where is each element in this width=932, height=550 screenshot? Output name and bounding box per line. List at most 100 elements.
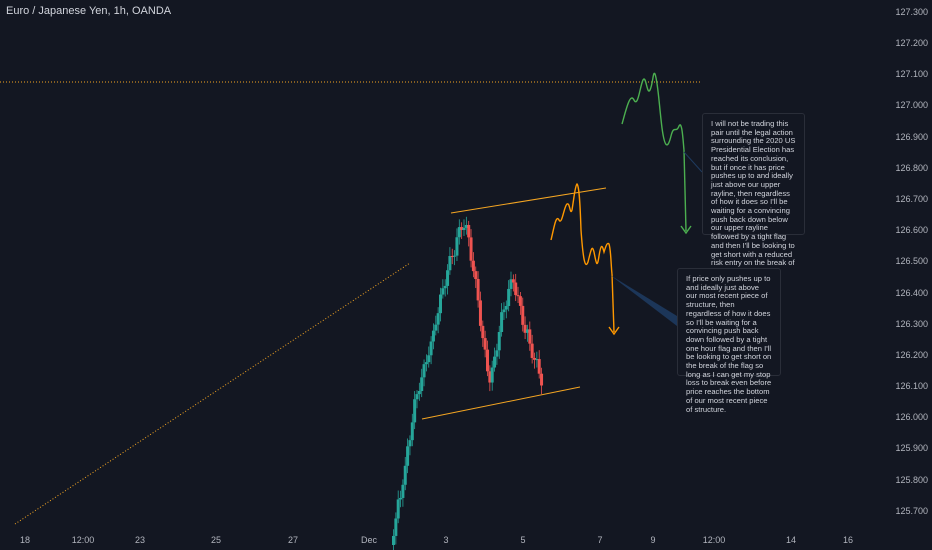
bullish-projection-path[interactable]: [621, 72, 685, 151]
bearish-projection-path[interactable]: [550, 183, 613, 275]
price-tick-label: 126.800: [895, 163, 928, 173]
long-trendline[interactable]: [14, 262, 411, 525]
candle-body: [441, 288, 445, 295]
bullish-arrowhead-icon: [680, 225, 692, 235]
candle-body: [471, 260, 475, 272]
price-tick-label: 126.700: [895, 194, 928, 204]
time-tick-label: 25: [210, 535, 222, 545]
candle-body: [495, 350, 499, 357]
price-tick-label: 126.300: [895, 319, 928, 329]
candle-body: [483, 338, 487, 350]
candlestick-series: [392, 216, 544, 550]
candle-body: [422, 364, 426, 378]
candle-body: [429, 341, 433, 356]
candle-body: [521, 305, 525, 325]
candle-body: [410, 422, 414, 441]
candle-body: [424, 362, 428, 365]
time-tick-label: 16: [842, 535, 854, 545]
price-tick-label: 126.600: [895, 225, 928, 235]
price-tick-label: 125.900: [895, 443, 928, 453]
candle-body: [488, 371, 492, 383]
upper-rayline[interactable]: [450, 187, 607, 214]
price-tick-label: 127.300: [895, 7, 928, 17]
candle-body: [460, 227, 464, 231]
price-tick-label: 126.400: [895, 288, 928, 298]
price-tick-label: 126.100: [895, 381, 928, 391]
price-tick-label: 125.800: [895, 475, 928, 485]
candle-body: [500, 312, 504, 332]
candle-body: [413, 399, 417, 423]
time-tick-label: 5: [520, 535, 526, 545]
candle-body: [448, 256, 452, 271]
candle-body: [486, 349, 489, 372]
candle-body: [453, 255, 457, 257]
candle-body: [396, 499, 400, 519]
lower-rayline[interactable]: [421, 386, 581, 420]
price-tick-label: 125.700: [895, 506, 928, 516]
candle-body: [467, 224, 471, 238]
time-tick-label: 12:00: [71, 535, 95, 545]
candle-body: [469, 237, 473, 261]
time-tick-label: 18: [19, 535, 31, 545]
note2-callout-pointer: [610, 275, 677, 326]
time-tick-label: 7: [597, 535, 603, 545]
candle-body: [446, 270, 450, 286]
candle-body: [481, 325, 485, 339]
price-tick-label: 127.000: [895, 100, 928, 110]
candle-body: [392, 535, 395, 545]
candle-body: [507, 288, 511, 306]
time-tick-label: 3: [443, 535, 449, 545]
time-tick-label: 23: [134, 535, 146, 545]
candle-body: [474, 271, 478, 280]
candle-body: [504, 305, 508, 310]
candle-body: [420, 377, 424, 391]
candle-body: [525, 329, 529, 333]
candle-body: [403, 465, 407, 485]
candle-body: [408, 440, 412, 447]
candle-body: [439, 294, 442, 314]
candle-body: [417, 390, 421, 395]
bullish-projection-drop[interactable]: [683, 149, 687, 232]
symbol-title: Euro / Japanese Yen, 1h, OANDA: [6, 5, 172, 17]
candle-body: [434, 324, 438, 331]
candle-body: [443, 285, 447, 289]
candle-body: [511, 279, 515, 283]
time-tick-label: 12:00: [702, 535, 726, 545]
bearish-arrowhead-icon: [608, 326, 620, 336]
time-tick-label: Dec: [360, 535, 378, 545]
candle-body: [478, 300, 482, 326]
candle-body: [436, 313, 440, 325]
candle-body: [530, 343, 534, 358]
price-tick-label: 126.200: [895, 350, 928, 360]
candle-body: [462, 227, 466, 231]
candle-body: [457, 227, 461, 238]
candle-body: [431, 330, 435, 342]
candle-body: [509, 279, 513, 289]
candle-body: [540, 373, 544, 386]
price-tick-label: 127.200: [895, 38, 928, 48]
candle-body: [406, 446, 410, 466]
note1-callout-line: [683, 151, 703, 173]
annotation-note-lower[interactable]: If price only pushes up to and ideally j…: [677, 268, 781, 413]
candle-body: [537, 359, 541, 374]
candle-body: [533, 357, 536, 360]
annotation-note-upper[interactable]: I will not be trading this pair until th…: [702, 113, 805, 276]
candle-body: [516, 295, 520, 297]
candle-body: [502, 309, 506, 313]
candle-body: [415, 394, 419, 400]
time-tick-label: 9: [650, 535, 656, 545]
price-tick-label: 126.000: [895, 412, 928, 422]
candle-body: [528, 329, 532, 344]
candle-body: [401, 484, 405, 498]
candle-body: [427, 355, 431, 363]
candle-body: [476, 279, 480, 301]
candle-body: [455, 237, 459, 256]
candle-body: [490, 367, 494, 383]
time-tick-label: 14: [785, 535, 797, 545]
candle-body: [493, 356, 497, 368]
candle-body: [399, 497, 403, 500]
bearish-projection-drop[interactable]: [611, 273, 615, 333]
price-tick-label: 126.900: [895, 132, 928, 142]
